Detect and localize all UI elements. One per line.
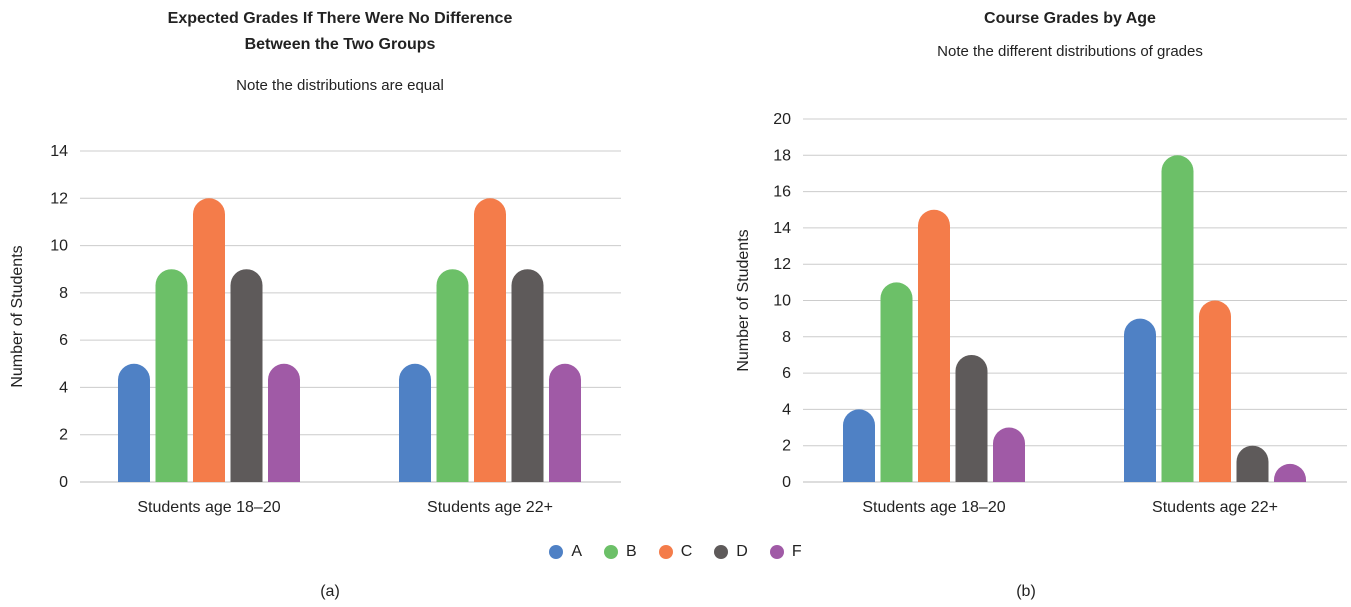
bar-f-group-1 [268, 363, 300, 482]
legend-item: A [549, 543, 582, 561]
bar-c-group-2 [1199, 300, 1231, 482]
legend-item: C [658, 543, 693, 561]
bar-f-group-2 [549, 363, 581, 482]
bar-d-group-2 [511, 269, 544, 482]
bar-a-group-2 [1124, 318, 1156, 482]
legend-swatch [604, 545, 619, 559]
chart-a-subtitle: Note the distributions are equal [236, 77, 444, 94]
y-tick-label: 16 [773, 184, 791, 201]
legend-label: F [791, 543, 802, 560]
bar-d-group-1 [230, 269, 263, 482]
legend-item: D [714, 543, 748, 561]
legend-swatch [658, 545, 673, 559]
legend-swatch [769, 545, 784, 559]
bar-c-group-2 [474, 198, 506, 483]
y-axis-label: Number of Students [9, 245, 26, 387]
legend-item: F [769, 543, 802, 561]
bar-c-group-1 [193, 198, 225, 483]
y-tick-label: 8 [59, 285, 68, 302]
y-tick-label: 10 [773, 293, 791, 310]
bar-a-group-2 [399, 363, 431, 482]
legend-label: A [571, 543, 583, 560]
y-tick-label: 2 [59, 427, 68, 444]
x-category-label: Students age 22+ [427, 499, 553, 516]
bar-b-group-1 [880, 282, 913, 482]
legend-label: B [626, 543, 637, 560]
x-category-label: Students age 18–20 [862, 499, 1005, 516]
panel-label-a: (a) [320, 583, 340, 600]
y-tick-label: 2 [782, 438, 791, 455]
y-tick-label: 14 [50, 143, 68, 160]
chart-a-title-line1: Expected Grades If There Were No Differe… [167, 10, 513, 27]
y-tick-label: 14 [773, 220, 791, 237]
y-tick-label: 12 [773, 256, 791, 273]
bar-f-group-2 [1274, 463, 1306, 482]
y-axis-label: Number of Students [735, 229, 752, 371]
y-tick-label: 6 [59, 332, 68, 349]
bar-d-group-1 [955, 354, 988, 482]
y-tick-label: 0 [782, 474, 791, 491]
y-tick-label: 8 [782, 329, 791, 346]
bar-a-group-1 [118, 363, 150, 482]
legend-item: B [604, 543, 637, 561]
y-tick-label: 20 [773, 111, 791, 128]
y-tick-label: 4 [59, 379, 68, 396]
bar-a-group-1 [843, 409, 875, 482]
y-tick-label: 12 [50, 190, 68, 207]
y-tick-label: 6 [782, 365, 791, 382]
chart-a-title-line2: Between the Two Groups [244, 36, 436, 53]
bar-b-group-1 [155, 269, 188, 482]
y-tick-label: 4 [782, 401, 791, 418]
bar-b-group-2 [436, 269, 469, 482]
legend-label: D [736, 543, 748, 560]
bar-c-group-1 [918, 209, 950, 482]
legend-swatch [714, 545, 729, 559]
panel-label-b: (b) [1016, 583, 1036, 600]
bar-b-group-2 [1161, 155, 1194, 483]
x-category-label: Students age 18–20 [137, 499, 280, 516]
chart-b-subtitle: Note the different distributions of grad… [937, 43, 1203, 60]
chart-b-title-line1: Course Grades by Age [984, 10, 1156, 27]
chart-b-title: Course Grades by Age [795, 6, 1345, 32]
bar-d-group-2 [1236, 445, 1269, 482]
bar-f-group-1 [993, 427, 1025, 482]
legend-label: C [680, 543, 693, 560]
y-tick-label: 10 [50, 238, 68, 255]
y-tick-label: 18 [773, 147, 791, 164]
chart-a-title: Expected Grades If There Were No Differe… [60, 6, 620, 58]
legend-swatch [549, 545, 564, 559]
y-tick-label: 0 [59, 474, 68, 491]
x-category-label: Students age 22+ [1152, 499, 1278, 516]
